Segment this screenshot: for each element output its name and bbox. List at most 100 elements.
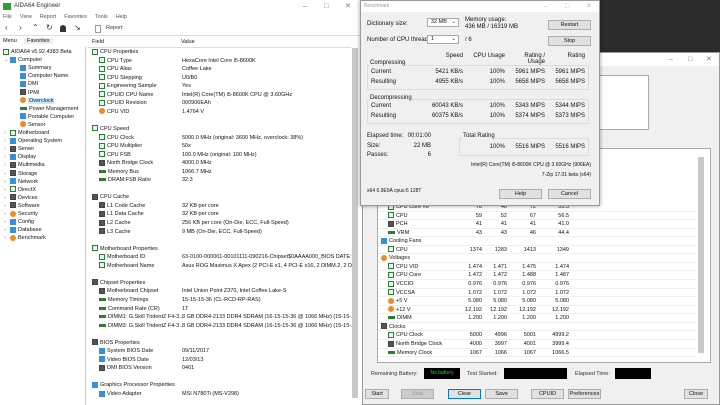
up-icon[interactable]: ⌃ xyxy=(32,23,39,32)
table-row[interactable]: CPU Clock xyxy=(99,134,134,143)
column-header-value[interactable]: Value xyxy=(181,39,195,45)
tree-item[interactable]: Portable Computer xyxy=(20,113,74,121)
table-row[interactable]: CPU Stepping xyxy=(99,74,142,83)
table-row[interactable]: DRAM:FSB Ratio xyxy=(99,176,151,185)
chevron-right-icon[interactable]: › xyxy=(4,162,6,169)
tree-item[interactable]: › Benchmark xyxy=(4,234,46,242)
forward-icon[interactable]: › xyxy=(19,23,22,32)
table-row[interactable]: CPU VID xyxy=(99,108,129,117)
chevron-right-icon[interactable]: › xyxy=(4,211,6,217)
bench-minimize-button[interactable]: – xyxy=(544,3,548,10)
clear-button[interactable]: Clear xyxy=(448,389,481,399)
table-row[interactable]: Memory Timings xyxy=(99,296,148,305)
chevron-right-icon[interactable]: › xyxy=(4,178,6,185)
tree-item[interactable]: › Motherboard xyxy=(4,129,49,137)
chevron-right-icon[interactable]: › xyxy=(4,235,6,242)
chevron-right-icon[interactable]: › xyxy=(4,194,6,201)
stop-benchmark-button[interactable]: Stop xyxy=(548,36,591,46)
tab-menu[interactable]: Menu xyxy=(3,38,17,44)
tree-item[interactable]: IPMI xyxy=(20,89,39,97)
table-row[interactable]: CPU Alias xyxy=(99,65,132,74)
report-icon[interactable] xyxy=(95,25,101,33)
menu-file[interactable]: File xyxy=(3,14,12,20)
table-row[interactable]: L1 Code Cache xyxy=(99,202,145,211)
maximize-button[interactable]: □ xyxy=(324,3,329,10)
menu-report[interactable]: Report xyxy=(39,14,57,20)
tree-item[interactable]: › Database xyxy=(4,226,42,234)
table-row[interactable]: Video BIOS Date xyxy=(99,356,149,365)
table-row[interactable]: Engineering Sample xyxy=(99,82,157,91)
restart-button[interactable]: Restart xyxy=(548,20,591,30)
table-row[interactable]: CPUID CPU Name xyxy=(99,91,153,100)
chart-icon[interactable]: ↘ xyxy=(74,23,81,32)
tree-item[interactable]: › Operating System xyxy=(4,137,62,145)
tree-item[interactable]: DMI xyxy=(20,80,38,88)
tree-item[interactable]: ⌄ Computer xyxy=(4,56,42,64)
tree-item[interactable]: Power Management xyxy=(20,105,78,113)
chevron-right-icon[interactable]: › xyxy=(4,146,6,153)
tree-item[interactable]: AIDA64 v5.92.4383 Beta xyxy=(3,48,72,56)
bench-close-button[interactable]: ✕ xyxy=(586,3,592,10)
table-row[interactable]: DIMM1: G.Skill TridentZ F4-3... xyxy=(99,313,184,322)
tree-item[interactable]: › Config xyxy=(4,218,34,226)
close-window-button[interactable]: Close xyxy=(684,389,708,399)
table-row[interactable]: CPU Multiplier xyxy=(99,142,142,151)
cpuid-button[interactable]: CPUID xyxy=(531,389,564,399)
stop-button[interactable]: Stop xyxy=(401,389,434,399)
report-button[interactable]: Report xyxy=(106,25,123,31)
table-row[interactable]: L2 Cache xyxy=(99,219,131,228)
cancel-button[interactable]: Cancel xyxy=(548,189,591,199)
table-row[interactable]: Command Rate (CR) xyxy=(99,305,160,314)
tree-item[interactable]: › Devices xyxy=(4,194,38,202)
close-button[interactable]: ✕ xyxy=(345,3,351,10)
chevron-right-icon[interactable]: › xyxy=(4,138,6,145)
user-icon[interactable] xyxy=(60,25,66,32)
stability-close-button[interactable]: ✕ xyxy=(706,56,712,63)
menu-tools[interactable]: Tools xyxy=(94,14,108,20)
chevron-right-icon[interactable]: › xyxy=(4,170,6,177)
table-row[interactable]: Memory Bus xyxy=(99,168,139,177)
chevron-right-icon[interactable]: › xyxy=(4,202,6,209)
tree-item[interactable]: › Security xyxy=(4,210,38,218)
tree-item[interactable]: Summary xyxy=(20,64,52,72)
tree-item[interactable]: Computer Name xyxy=(20,72,68,80)
tree-item[interactable]: › Server xyxy=(4,145,34,153)
chevron-down-icon[interactable]: ⌄ xyxy=(4,57,9,64)
table-row[interactable]: System BIOS Date xyxy=(99,347,153,356)
sensor-scrollbar[interactable] xyxy=(698,157,704,353)
refresh-icon[interactable]: ↻ xyxy=(46,23,53,32)
bench-maximize-button[interactable]: □ xyxy=(565,3,570,10)
stability-minimize-button[interactable]: – xyxy=(669,56,673,63)
stability-maximize-button[interactable]: □ xyxy=(688,56,693,63)
table-row[interactable]: CPU Type xyxy=(99,57,132,66)
table-row[interactable]: DMI BIOS Version xyxy=(99,364,152,373)
tree-item[interactable]: › Storage xyxy=(4,170,37,178)
table-row[interactable]: Motherboard ID xyxy=(99,253,145,262)
help-button[interactable]: Help xyxy=(499,189,542,199)
menu-favorites[interactable]: Favorites xyxy=(64,14,87,20)
back-icon[interactable]: ‹ xyxy=(5,23,8,32)
table-row[interactable]: Motherboard Chipset xyxy=(99,287,158,296)
tab-favorites[interactable]: Favorites xyxy=(24,38,53,44)
chevron-right-icon[interactable]: › xyxy=(4,130,6,136)
tree-item[interactable]: › Display xyxy=(4,153,36,161)
tree-item[interactable]: Sensor xyxy=(20,121,45,129)
dictionary-size-select[interactable]: 32 MB ⌄ xyxy=(427,18,459,27)
table-row[interactable]: Video Adapter xyxy=(99,390,141,399)
save-button[interactable]: Save xyxy=(485,389,518,399)
table-row[interactable]: Motherboard Name xyxy=(99,262,154,271)
chevron-right-icon[interactable]: › xyxy=(4,186,6,193)
tree-item[interactable]: › Multimedia xyxy=(4,161,45,169)
chevron-right-icon[interactable]: › xyxy=(4,219,6,226)
tree-item[interactable]: › Software xyxy=(4,202,40,210)
chevron-right-icon[interactable]: › xyxy=(4,154,6,161)
column-header-field[interactable]: Field xyxy=(92,39,104,45)
table-row[interactable]: CPU FSB xyxy=(99,151,131,160)
cpu-threads-select[interactable]: 1 ⌄ xyxy=(427,35,459,44)
table-row[interactable]: North Bridge Clock xyxy=(99,159,153,168)
table-row[interactable]: L3 Cache xyxy=(99,228,131,237)
tree-item[interactable]: Overclock xyxy=(20,97,55,105)
preferences-button[interactable]: Preferences xyxy=(568,389,601,399)
menu-help[interactable]: Help xyxy=(115,14,127,20)
table-row[interactable]: L1 Data Cache xyxy=(99,210,144,219)
